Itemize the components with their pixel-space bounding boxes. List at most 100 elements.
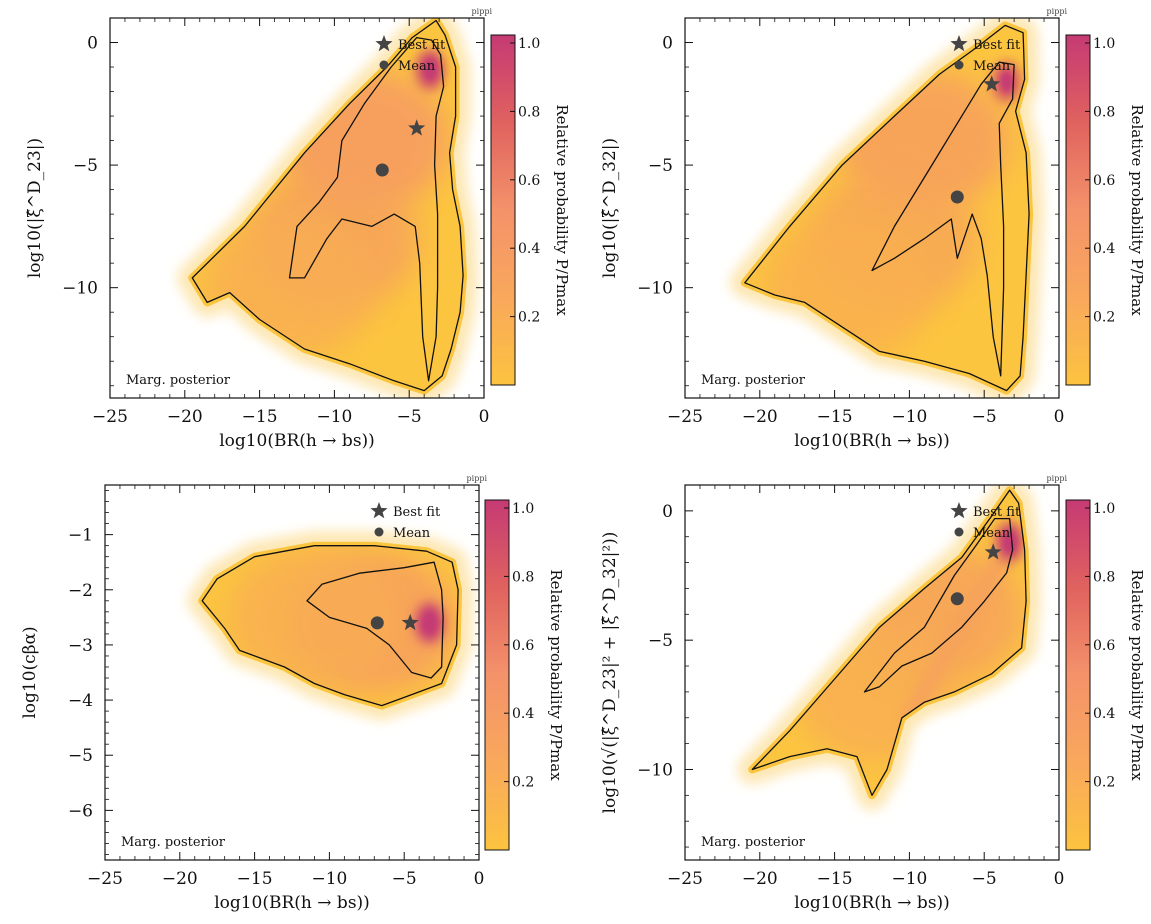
y-tick-label: −4 [68,691,93,711]
colorbar-tick-label: 0.6 [1093,638,1115,654]
marg-posterior-label: Marg. posterior [121,835,226,850]
colorbar-tick-label: 1.0 [518,36,540,52]
pippi-watermark: pippi [467,474,488,483]
colorbar-title: Relative probability P/Pmax [1128,569,1146,781]
legend-mean-icon [954,527,964,537]
y-tick-label: −5 [648,631,673,651]
y-tick-label: −6 [68,801,93,821]
x-tick-label: −20 [162,869,198,889]
legend-best-fit-label: Best fit [393,505,441,520]
x-tick-label: 0 [479,407,490,427]
x-tick-label: −15 [817,869,853,889]
y-axis-label: log10(|ξ̂^D_23|) [25,138,45,278]
colorbar-tick-label: 1.0 [1093,501,1115,517]
panel-1: −25 −20 −15 −10 −5 0 0 −5 −10 log10(BR(h → bs)) lo… [25,7,571,451]
y-tick-label: −5 [73,156,98,176]
colorbar-tick-label: 0.8 [518,104,540,120]
plot-frame [684,17,1060,399]
x-tick-label: −25 [92,407,128,427]
legend-best-fit-label: Best fit [398,38,446,53]
y-tick-label: −3 [68,636,93,656]
pippi-watermark: pippi [472,7,493,16]
x-tick-label: 0 [1054,869,1065,889]
plot-frame [109,17,485,399]
x-tick-label: −20 [167,407,203,427]
best-fit-marker [401,613,419,631]
x-tick-label: −25 [667,407,703,427]
x-tick-label: −5 [972,869,997,889]
x-tick-label: −25 [667,869,703,889]
mean-marker [950,190,964,204]
x-tick-label: −20 [742,869,778,889]
colorbar-tick-label: 1.0 [512,501,534,517]
x-tick-label: −10 [891,407,927,427]
best-fit-marker [983,75,1001,92]
plot-frame [684,484,1060,861]
legend-best-fit-icon [950,35,968,52]
x-tick-label: −10 [316,407,352,427]
y-tick-label: 0 [662,502,673,522]
mean-marker [375,163,389,177]
colorbar-title: Relative probability P/Pmax [547,569,565,781]
colorbar-tick-label: 0.4 [512,706,534,722]
colorbar-tick-label: 0.2 [1093,775,1115,791]
legend-mean-label: Mean [393,526,431,541]
plot-area [737,485,1042,811]
x-axis-label: log10(BR(h → bs)) [214,893,370,913]
legend-mean-label: Mean [973,59,1011,74]
density-ridge [901,554,1008,726]
panel-2: −25 −20 −15 −10 −5 0 0 −5 −10 log10(BR(h → bs)) lo… [600,7,1146,451]
colorbar [1065,499,1091,851]
colorbar [490,34,516,386]
pippi-watermark: pippi [1047,7,1068,16]
contour-95 [751,489,1027,796]
colorbar-tick-label: 0.2 [518,310,540,326]
colorbar-tick-label: 0.2 [512,775,534,791]
x-axis-label: log10(BR(h → bs)) [794,431,950,451]
colorbar-title: Relative probability P/Pmax [553,104,571,316]
legend-mean-icon [954,60,964,70]
legend-mean-icon [374,527,384,537]
contour-68 [306,561,444,679]
contour-68 [288,36,445,382]
contour-68 [871,61,1015,377]
x-tick-label: 0 [474,869,485,889]
pippi-watermark: pippi [1047,474,1068,483]
plot-area [729,18,1045,398]
plot-area [187,530,474,721]
y-tick-label: −2 [68,581,93,601]
colorbar-tick-label: 0.4 [1093,241,1115,257]
contour-68 [863,517,1014,693]
density-blob [229,547,400,688]
density-peak-core [1000,71,1013,92]
y-axis-label: log10(|ξ̂^D_32|) [600,138,620,278]
y-axis-label: log10(√(|ξ̂^D_23|² + |ξ̂^D_32|²)) [600,532,620,814]
colorbar-tick-label: 0.4 [518,241,540,257]
panel-4: −25 −20 −15 −10 −5 0 0 −5 −10 log10(BR(h → bs)) lo… [600,474,1146,913]
y-axis-label: log10(cβα) [20,626,40,718]
colorbar [1065,34,1091,386]
colorbar-tick-label: 1.0 [1093,36,1115,52]
legend-mean-label: Mean [973,526,1011,541]
density-peak-core [423,612,436,633]
plot-area [177,18,479,398]
legend-best-fit-label: Best fit [973,505,1021,520]
x-tick-label: −20 [742,407,778,427]
x-tick-label: −5 [392,869,417,889]
x-tick-label: 0 [1054,407,1065,427]
x-tick-label: −5 [397,407,422,427]
x-axis-label: log10(BR(h → bs)) [219,431,375,451]
colorbar-tick-label: 0.2 [1093,310,1115,326]
colorbar-tick-label: 0.6 [512,638,534,654]
contour-95 [201,545,459,707]
y-tick-label: −10 [637,760,673,780]
plot-frame [104,484,480,861]
best-fit-marker [408,119,426,136]
colorbar-tick-label: 0.4 [1093,706,1115,722]
colorbar [484,499,510,851]
y-tick-label: −1 [68,526,93,546]
x-tick-label: −15 [242,407,278,427]
x-tick-label: −5 [972,407,997,427]
legend-best-fit-icon [375,35,393,52]
